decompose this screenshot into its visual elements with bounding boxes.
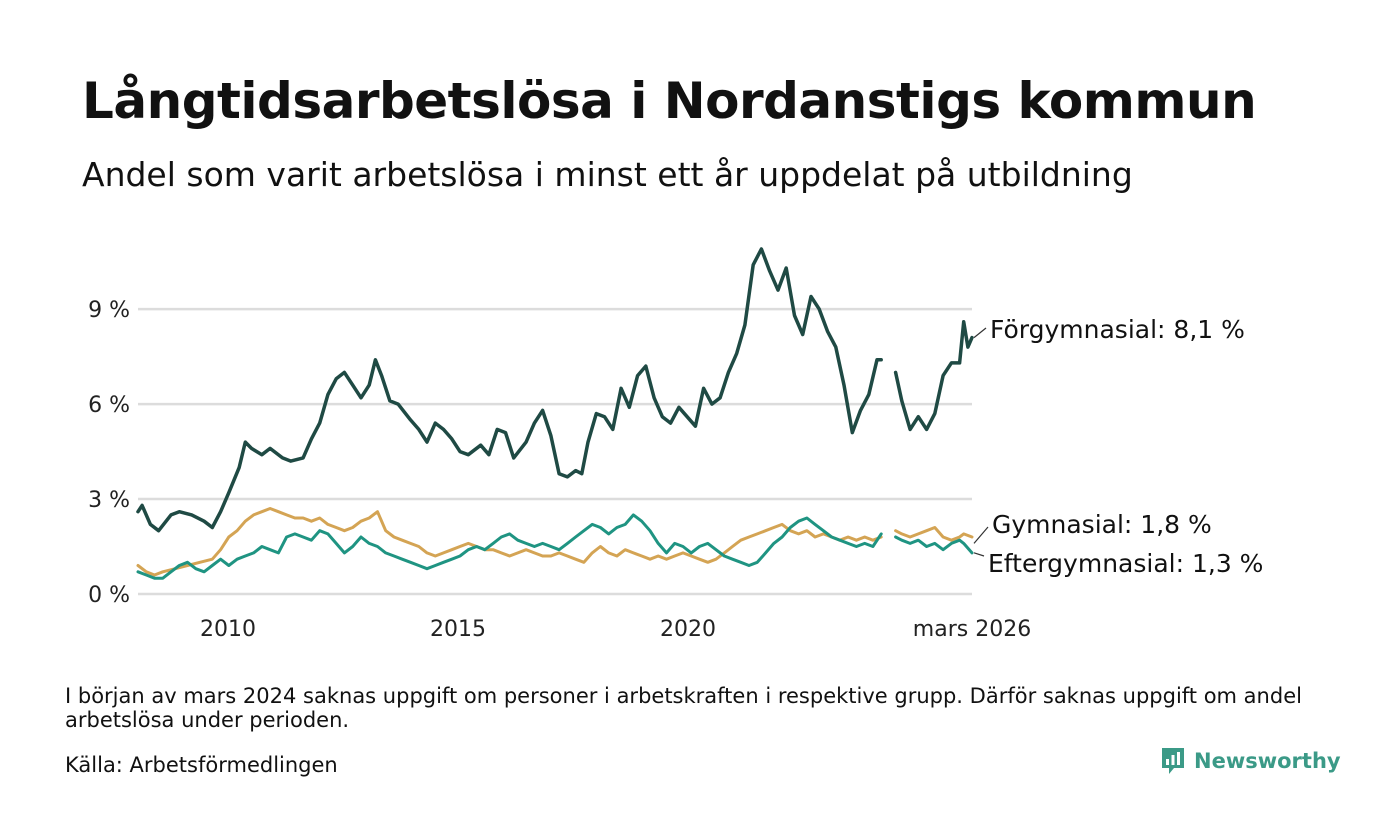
line-chart: Förgymnasial: 8,1 % Gymnasial: 1,8 % Efter… xyxy=(88,247,1263,642)
axis-ticks: 0 % 3 % 6 % 9 % 2010 2015 2020 mars 2026 xyxy=(88,298,1031,642)
y-tick-label: 9 % xyxy=(88,298,130,323)
chart-title: Långtidsarbetslösa i Nordanstigs kommun xyxy=(82,72,1257,130)
series-line-eftergymnasial xyxy=(136,513,974,580)
series-lines xyxy=(136,247,974,580)
y-tick-label: 3 % xyxy=(88,488,130,513)
end-labels: Förgymnasial: 8,1 % Gymnasial: 1,8 % Efter… xyxy=(973,315,1263,578)
grid-lines xyxy=(138,307,972,596)
series-label-förgymnasial: Förgymnasial: 8,1 % xyxy=(990,315,1245,344)
x-tick-label: 2020 xyxy=(660,617,716,642)
source-text: Källa: Arbetsförmedlingen xyxy=(65,753,338,777)
newsworthy-icon xyxy=(1162,748,1184,774)
series-line-förgymnasial xyxy=(136,247,974,533)
footnote: I början av mars 2024 saknas uppgift om … xyxy=(65,684,1302,732)
x-tick-label: mars 2026 xyxy=(913,617,1031,642)
y-tick-label: 6 % xyxy=(88,393,130,418)
label-leader xyxy=(973,526,989,544)
x-tick-label: 2010 xyxy=(200,617,256,642)
brand-name: Newsworthy xyxy=(1194,749,1341,773)
label-leader xyxy=(973,327,987,339)
series-label-eftergymnasial: Eftergymnasial: 1,3 % xyxy=(988,549,1263,578)
chart-subtitle: Andel som varit arbetslösa i minst ett å… xyxy=(82,155,1133,194)
series-label-gymnasial: Gymnasial: 1,8 % xyxy=(992,510,1212,539)
x-tick-label: 2015 xyxy=(430,617,486,642)
series-line-gymnasial xyxy=(136,507,974,577)
brand-logo: Newsworthy xyxy=(1160,746,1341,776)
label-leader xyxy=(973,552,985,557)
y-tick-label: 0 % xyxy=(88,583,130,608)
